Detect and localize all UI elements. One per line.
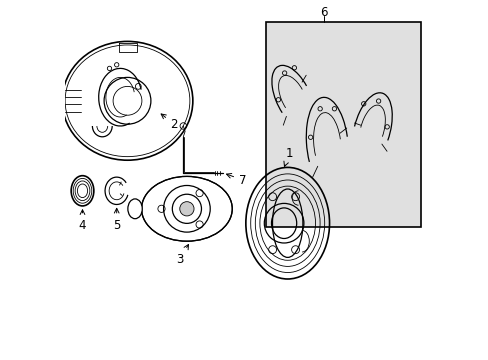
Bar bbox=[265, 22, 420, 227]
Text: 6: 6 bbox=[319, 6, 327, 19]
Ellipse shape bbox=[127, 199, 142, 219]
Text: 7: 7 bbox=[226, 174, 246, 186]
Text: 4: 4 bbox=[79, 210, 86, 231]
Text: 1: 1 bbox=[284, 147, 293, 166]
Circle shape bbox=[180, 202, 194, 216]
Text: 5: 5 bbox=[113, 208, 120, 231]
Ellipse shape bbox=[141, 176, 232, 241]
Text: 2: 2 bbox=[161, 114, 178, 131]
Text: 3: 3 bbox=[176, 244, 188, 266]
